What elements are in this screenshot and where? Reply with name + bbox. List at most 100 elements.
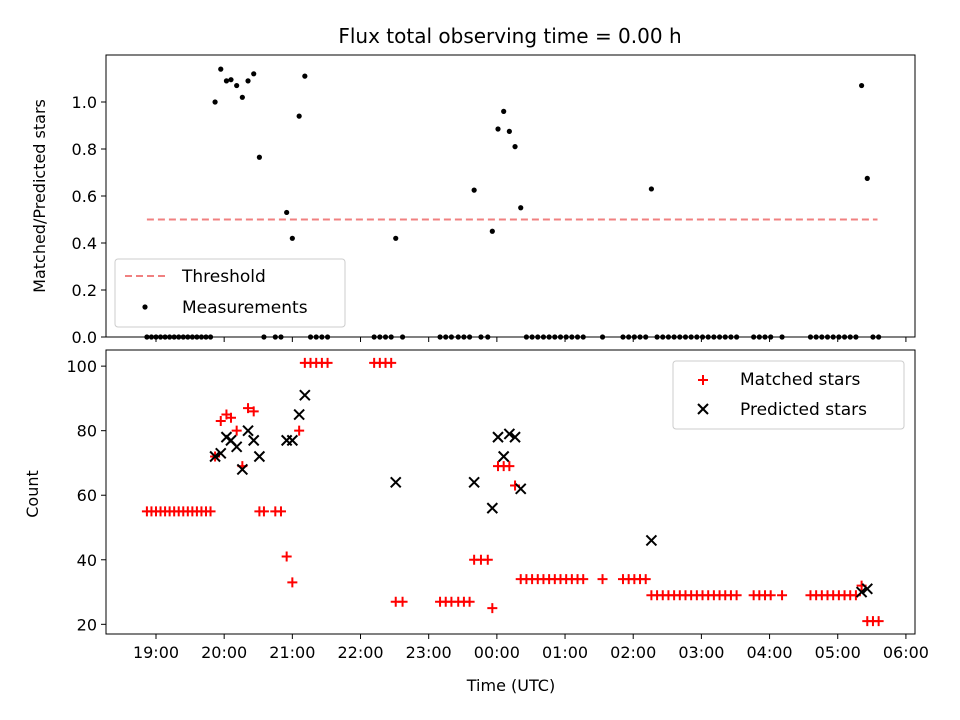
- measurement-point: [841, 334, 848, 340]
- matched-star-point: [215, 416, 226, 426]
- matched-star-point: [504, 461, 515, 472]
- matched-star-point: [482, 554, 493, 565]
- predicted-star-point: [215, 447, 227, 459]
- measurement-point: [180, 334, 186, 340]
- measurement-point: [485, 334, 491, 340]
- matched-star-point: [873, 616, 884, 627]
- measurement-point: [495, 126, 501, 132]
- bottom-x-tick-label: 19:00: [133, 643, 179, 662]
- measurement-point: [807, 334, 814, 340]
- measurement-point: [853, 334, 859, 340]
- measurement-point: [546, 334, 552, 340]
- top-legend: Threshold Measurements: [114, 258, 346, 328]
- predicted-star-point: [861, 583, 873, 595]
- measurement-point: [557, 334, 564, 340]
- predicted-star-point: [286, 434, 299, 447]
- matched-star-point: [397, 596, 408, 607]
- measurement-point: [443, 334, 449, 340]
- bottom-x-tick-label: 03:00: [678, 643, 724, 662]
- measurement-point: [648, 186, 654, 192]
- bottom-y-tick-label: 20: [77, 615, 97, 634]
- measurement-point: [371, 334, 377, 340]
- bottom-plot-area: 20 40 60 80 100 19:00 20:00 21:00 22:00 23:00 00:0…: [66, 349, 929, 662]
- matched-star-point: [205, 506, 216, 517]
- measurement-point: [228, 77, 234, 83]
- bottom-x-tick-label: 05:00: [815, 643, 861, 662]
- measurement-point: [289, 235, 295, 241]
- measurement-point: [512, 144, 518, 150]
- top-y-tick-label: 0.2: [72, 281, 97, 300]
- measurement-point: [162, 334, 168, 340]
- matched-star-point: [248, 406, 259, 417]
- measurement-point: [189, 334, 195, 340]
- matched-star-point: [597, 574, 608, 585]
- bottom-legend-matched-swatch: [698, 375, 708, 385]
- measurement-point: [261, 334, 267, 340]
- measurement-point: [665, 334, 672, 340]
- measurement-point: [518, 205, 524, 211]
- matched-star-point: [640, 574, 651, 585]
- measurement-point: [552, 334, 558, 340]
- predicted-star-point: [236, 463, 249, 476]
- matched-star-point: [487, 603, 498, 614]
- measurement-point: [319, 334, 325, 340]
- matched-star-point: [258, 506, 269, 517]
- bottom-x-tick-label: 21:00: [269, 643, 315, 662]
- bottom-y-tick-label: 100: [66, 357, 97, 376]
- top-y-tick-label: 0.0: [72, 328, 97, 347]
- measurement-point: [876, 334, 882, 340]
- measurement-point: [688, 334, 694, 340]
- measurement-point: [307, 334, 314, 340]
- measurement-point: [756, 334, 762, 340]
- chart-title: Flux total observing time = 0.00 h: [338, 24, 681, 48]
- measurement-point: [836, 334, 842, 340]
- bottom-x-tick-label: 23:00: [406, 643, 452, 662]
- measurement-point: [198, 334, 205, 340]
- measurement-point: [626, 334, 632, 340]
- measurement-point: [393, 235, 399, 241]
- measurement-point: [599, 334, 606, 340]
- measurement-point: [455, 334, 461, 340]
- top-y-tick-label: 0.8: [72, 140, 97, 159]
- top-legend-box: [114, 258, 346, 328]
- measurement-point: [176, 334, 182, 340]
- measurement-point: [529, 334, 535, 340]
- measurement-point: [377, 334, 383, 340]
- measurement-point: [523, 334, 530, 340]
- measurement-point: [207, 334, 214, 340]
- measurement-point: [461, 334, 467, 340]
- measurement-point: [313, 334, 319, 340]
- measurement-point: [540, 334, 547, 340]
- measurement-point: [705, 334, 711, 340]
- predicted-star-point: [497, 450, 510, 463]
- measurement-point: [272, 334, 278, 340]
- measurement-point: [278, 334, 284, 340]
- bottom-x-tick-label: 04:00: [747, 643, 793, 662]
- measurement-point: [864, 175, 870, 181]
- measurement-point: [185, 334, 191, 340]
- measurement-point: [284, 209, 290, 216]
- measurement-point: [296, 113, 302, 119]
- measurement-point: [239, 94, 245, 100]
- measurement-point: [858, 82, 865, 89]
- measurement-point: [535, 334, 541, 340]
- top-legend-measurements-label: Measurements: [182, 298, 308, 318]
- measurement-point: [830, 334, 836, 340]
- measurement-point: [203, 334, 209, 340]
- bottom-x-tick-label: 22:00: [337, 643, 383, 662]
- measurement-point: [620, 334, 626, 340]
- predicted-star-point: [468, 476, 480, 489]
- measurement-point: [448, 334, 455, 340]
- top-y-tick-label: 1.0: [72, 93, 97, 112]
- matched-star-point: [225, 412, 236, 423]
- bottom-x-tick-label: 00:00: [474, 643, 520, 662]
- measurement-point: [699, 334, 706, 340]
- measurement-point: [251, 71, 257, 77]
- measurement-point: [813, 334, 819, 340]
- measurement-point: [631, 334, 637, 340]
- bottom-legend-box: [672, 360, 905, 430]
- measurement-point: [302, 73, 308, 79]
- bottom-y-axis-label: Count: [23, 470, 42, 518]
